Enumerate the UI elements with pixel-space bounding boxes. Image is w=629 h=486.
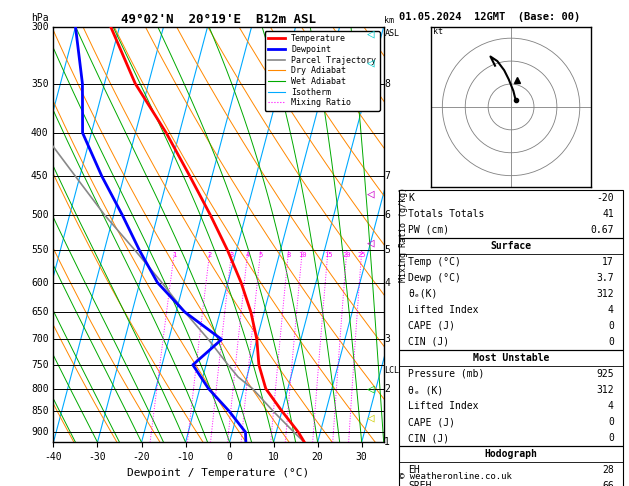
Text: 0.67: 0.67 [590, 225, 614, 235]
Text: 600: 600 [31, 278, 48, 288]
Text: ◁: ◁ [367, 28, 375, 40]
Text: PW (cm): PW (cm) [408, 225, 450, 235]
Text: 0: 0 [608, 417, 614, 427]
Text: 1: 1 [384, 437, 390, 447]
Text: 350: 350 [31, 79, 48, 88]
Text: 900: 900 [31, 427, 48, 437]
Text: 4: 4 [608, 401, 614, 411]
Text: 312: 312 [596, 289, 614, 299]
Text: CIN (J): CIN (J) [408, 337, 450, 347]
Text: 3: 3 [384, 334, 390, 345]
Text: CAPE (J): CAPE (J) [408, 417, 455, 427]
Text: 4: 4 [384, 278, 390, 288]
Text: Surface: Surface [491, 241, 532, 251]
Text: Mixing Ratio (g/kg): Mixing Ratio (g/kg) [399, 187, 408, 282]
Text: 6: 6 [384, 210, 390, 220]
Text: © weatheronline.co.uk: © weatheronline.co.uk [399, 472, 512, 481]
Text: 3.7: 3.7 [596, 273, 614, 283]
Text: hPa: hPa [31, 13, 48, 22]
Title: 49°02'N  20°19'E  B12m ASL: 49°02'N 20°19'E B12m ASL [121, 13, 316, 26]
Text: SREH: SREH [408, 481, 432, 486]
Text: 8: 8 [286, 252, 291, 258]
Text: 7: 7 [384, 172, 390, 181]
Text: CAPE (J): CAPE (J) [408, 321, 455, 331]
Text: 2: 2 [384, 383, 390, 394]
Text: 17: 17 [602, 257, 614, 267]
Text: 5: 5 [384, 245, 390, 256]
Text: ASL: ASL [384, 29, 399, 38]
X-axis label: Dewpoint / Temperature (°C): Dewpoint / Temperature (°C) [128, 468, 309, 478]
Text: Lifted Index: Lifted Index [408, 305, 479, 315]
Text: 450: 450 [31, 172, 48, 181]
Text: -20: -20 [596, 192, 614, 203]
Legend: Temperature, Dewpoint, Parcel Trajectory, Dry Adiabat, Wet Adiabat, Isotherm, Mi: Temperature, Dewpoint, Parcel Trajectory… [265, 31, 379, 110]
Text: ◁: ◁ [367, 382, 375, 395]
Text: θₑ (K): θₑ (K) [408, 385, 443, 395]
Text: Hodograph: Hodograph [484, 449, 538, 459]
Text: 0: 0 [608, 321, 614, 331]
Text: 10: 10 [298, 252, 306, 258]
Text: 0: 0 [608, 337, 614, 347]
Text: 300: 300 [31, 22, 48, 32]
Text: 20: 20 [343, 252, 351, 258]
Text: kt: kt [433, 27, 443, 35]
Text: Lifted Index: Lifted Index [408, 401, 479, 411]
Text: ◁: ◁ [367, 57, 375, 69]
Text: 4: 4 [608, 305, 614, 315]
Text: Pressure (mb): Pressure (mb) [408, 369, 485, 379]
Text: θₑ(K): θₑ(K) [408, 289, 438, 299]
Text: 15: 15 [324, 252, 332, 258]
Text: 3: 3 [230, 252, 234, 258]
Text: 66: 66 [602, 481, 614, 486]
Text: ◁: ◁ [367, 237, 375, 249]
Text: 5: 5 [259, 252, 263, 258]
Text: EH: EH [408, 465, 420, 475]
Text: 0: 0 [608, 433, 614, 443]
Text: 28: 28 [602, 465, 614, 475]
Text: Totals Totals: Totals Totals [408, 208, 485, 219]
Text: K: K [408, 192, 415, 203]
Text: 01.05.2024  12GMT  (Base: 00): 01.05.2024 12GMT (Base: 00) [399, 12, 581, 22]
Text: 400: 400 [31, 128, 48, 138]
Text: LCL: LCL [384, 366, 399, 375]
Text: 8: 8 [384, 79, 390, 88]
Text: 800: 800 [31, 383, 48, 394]
Text: Dewp (°C): Dewp (°C) [408, 273, 461, 283]
Text: CIN (J): CIN (J) [408, 433, 450, 443]
Text: 4: 4 [246, 252, 250, 258]
Text: 41: 41 [602, 208, 614, 219]
Text: 312: 312 [596, 385, 614, 395]
Text: 25: 25 [357, 252, 366, 258]
Text: ◁: ◁ [367, 412, 375, 424]
Text: 750: 750 [31, 360, 48, 370]
Text: 2: 2 [208, 252, 212, 258]
Text: ◁: ◁ [367, 188, 375, 201]
Text: Most Unstable: Most Unstable [473, 353, 549, 363]
Text: Temp (°C): Temp (°C) [408, 257, 461, 267]
Text: km: km [384, 16, 394, 25]
Text: 500: 500 [31, 210, 48, 220]
Text: 700: 700 [31, 334, 48, 345]
Text: 550: 550 [31, 245, 48, 256]
Text: 650: 650 [31, 307, 48, 317]
Text: 1: 1 [172, 252, 177, 258]
Text: 850: 850 [31, 406, 48, 416]
Text: 925: 925 [596, 369, 614, 379]
